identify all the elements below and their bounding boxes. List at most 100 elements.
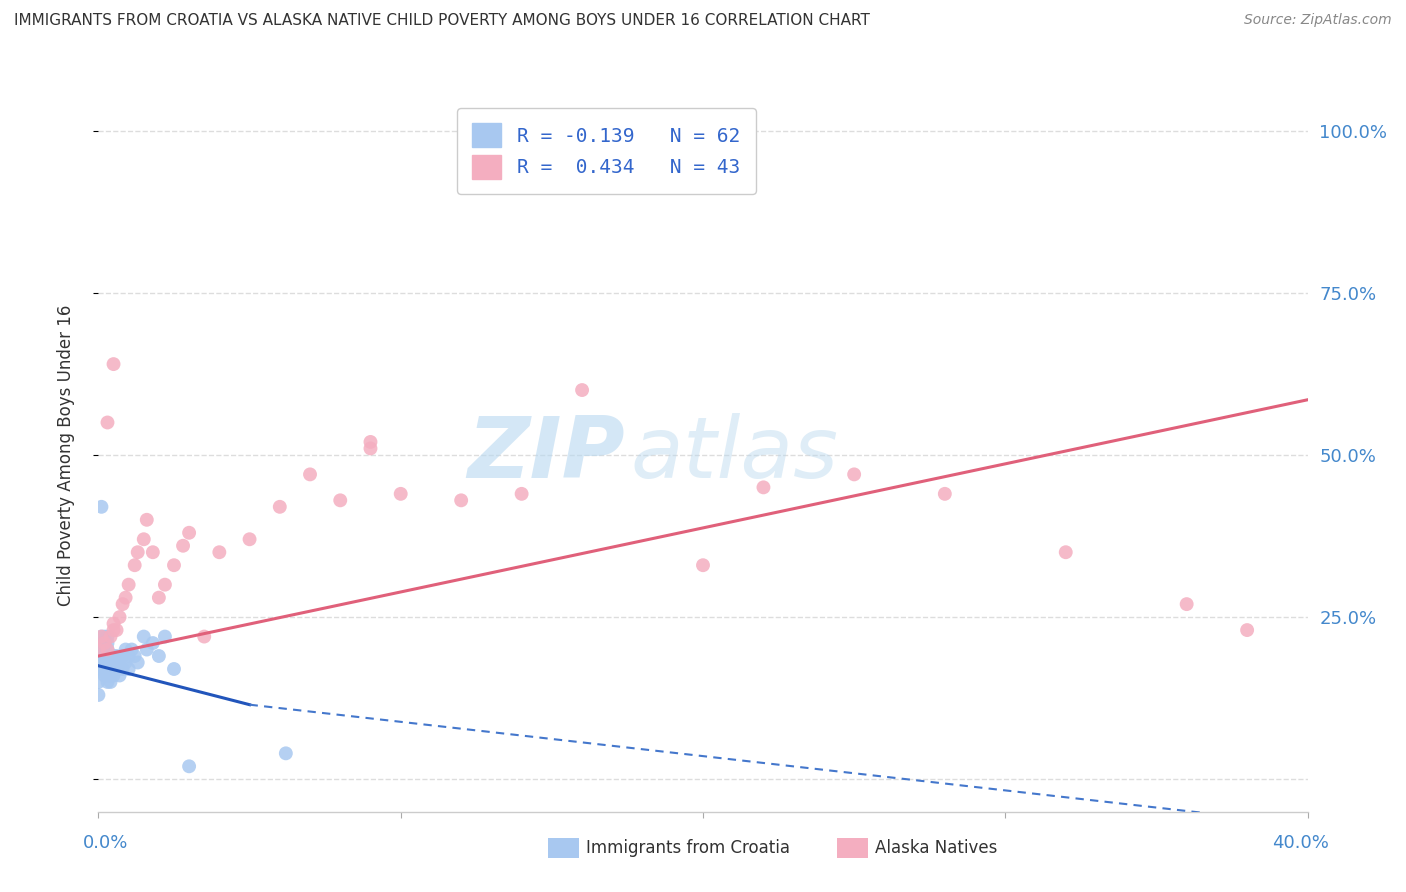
Point [87, 688, 110, 702]
Point [163, 558, 186, 573]
Point [93, 662, 115, 676]
Point [100, 675, 122, 690]
Point [96, 668, 118, 682]
Point [93, 662, 115, 676]
Point [148, 648, 170, 663]
Point [132, 533, 155, 547]
Point [752, 480, 775, 494]
Point [111, 648, 134, 663]
Text: 40.0%: 40.0% [1272, 834, 1329, 852]
Point [179, 525, 201, 540]
Text: Alaska Natives: Alaska Natives [875, 839, 997, 857]
Point [96, 675, 118, 690]
Point [103, 616, 125, 631]
Point [108, 668, 131, 682]
Point [124, 558, 146, 573]
Point [269, 500, 291, 514]
Point [142, 545, 165, 559]
Point [90, 630, 112, 644]
Point [90, 656, 112, 670]
Point [1054, 545, 1077, 559]
Point [163, 662, 186, 676]
Point [93, 636, 115, 650]
Point [96, 630, 118, 644]
Point [96, 648, 118, 663]
Point [389, 487, 412, 501]
Point [100, 656, 122, 670]
Point [108, 610, 131, 624]
Point [90, 636, 112, 650]
Point [124, 648, 146, 663]
Point [103, 623, 125, 637]
Point [1236, 623, 1258, 637]
Point [450, 493, 472, 508]
Point [127, 656, 149, 670]
Point [93, 668, 115, 682]
Point [90, 662, 112, 676]
Point [100, 668, 122, 682]
Point [114, 642, 136, 657]
Point [111, 662, 134, 676]
Point [111, 597, 134, 611]
Point [105, 662, 128, 676]
Point [179, 759, 201, 773]
Point [299, 467, 322, 482]
Point [90, 630, 112, 644]
Point [360, 434, 382, 449]
Point [135, 642, 157, 657]
Point [87, 642, 110, 657]
Legend: R = -0.139   N = 62, R =  0.434   N = 43: R = -0.139 N = 62, R = 0.434 N = 43 [457, 108, 756, 194]
Point [142, 636, 165, 650]
Point [87, 675, 110, 690]
Point [148, 591, 170, 605]
Point [193, 630, 215, 644]
Point [103, 656, 125, 670]
Point [135, 513, 157, 527]
Point [96, 642, 118, 657]
Point [127, 545, 149, 559]
Text: 0.0%: 0.0% [83, 834, 128, 852]
Point [114, 591, 136, 605]
Point [153, 577, 176, 591]
Point [108, 656, 131, 670]
Text: Immigrants from Croatia: Immigrants from Croatia [586, 839, 790, 857]
Point [105, 623, 128, 637]
Point [100, 648, 122, 663]
Point [105, 656, 128, 670]
Point [934, 487, 956, 501]
Point [90, 642, 112, 657]
Y-axis label: Child Poverty Among Boys Under 16: Child Poverty Among Boys Under 16 [56, 304, 75, 606]
Point [121, 642, 143, 657]
Point [103, 357, 125, 371]
Point [96, 642, 118, 657]
Point [103, 648, 125, 663]
Point [93, 642, 115, 657]
Point [692, 558, 714, 573]
Point [844, 467, 866, 482]
Point [118, 577, 141, 591]
Point [96, 636, 118, 650]
Point [90, 648, 112, 663]
Point [100, 662, 122, 676]
Point [93, 630, 115, 644]
Point [239, 533, 262, 547]
Point [93, 648, 115, 663]
Point [132, 630, 155, 644]
Point [93, 656, 115, 670]
Point [96, 656, 118, 670]
Point [93, 636, 115, 650]
Point [274, 747, 297, 761]
Point [90, 662, 112, 676]
Point [90, 648, 112, 663]
Text: IMMIGRANTS FROM CROATIA VS ALASKA NATIVE CHILD POVERTY AMONG BOYS UNDER 16 CORRE: IMMIGRANTS FROM CROATIA VS ALASKA NATIVE… [14, 13, 870, 29]
Point [93, 656, 115, 670]
Point [114, 656, 136, 670]
Point [208, 545, 231, 559]
Point [1175, 597, 1198, 611]
Point [100, 630, 122, 644]
Point [96, 416, 118, 430]
Point [105, 648, 128, 663]
Text: Source: ZipAtlas.com: Source: ZipAtlas.com [1244, 13, 1392, 28]
Point [153, 630, 176, 644]
Point [329, 493, 352, 508]
